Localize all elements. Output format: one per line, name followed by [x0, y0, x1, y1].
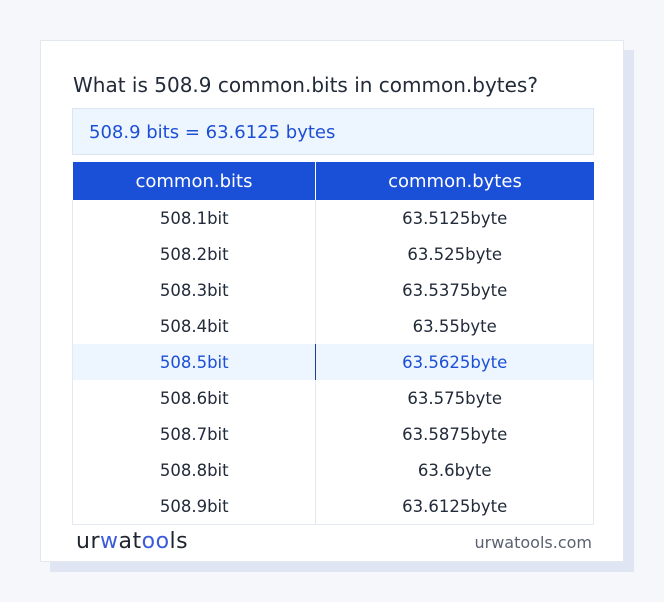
bits-cell: 508.4bit: [71, 308, 317, 344]
table-row: 508.2bit 63.525byte: [71, 236, 594, 272]
site-link[interactable]: urwatools.com: [474, 533, 593, 552]
bits-cell: 508.6bit: [71, 380, 317, 416]
table-row: 508.4bit 63.55byte: [71, 308, 594, 344]
bytes-cell: 63.5625byte: [315, 344, 594, 380]
bits-cell: 508.3bit: [71, 272, 317, 308]
bytes-cell: 63.5125byte: [315, 200, 594, 236]
bytes-cell: 63.575byte: [315, 380, 594, 416]
bits-cell: 508.7bit: [71, 416, 317, 452]
urwatools-logo[interactable]: urwatools: [76, 529, 189, 554]
table-row: 508.7bit 63.5875byte: [71, 416, 594, 452]
table-row: 508.1bit 63.5125byte: [71, 200, 594, 236]
bytes-cell: 63.5375byte: [315, 272, 594, 308]
bytes-cell: 63.6byte: [315, 452, 594, 488]
bits-cell: 508.9bit: [71, 488, 317, 525]
bits-cell: 508.1bit: [71, 200, 317, 236]
bits-cell: 508.5bit: [71, 344, 317, 380]
bits-cell: 508.8bit: [71, 452, 317, 488]
table-row: 508.6bit 63.575byte: [71, 380, 594, 416]
converter-card: What is 508.9 common.bits in common.byte…: [40, 40, 624, 562]
bytes-cell: 63.6125byte: [315, 488, 594, 525]
table-row: 508.8bit 63.6byte: [71, 452, 594, 488]
bytes-cell: 63.55byte: [315, 308, 594, 344]
conversion-table: common.bits common.bytes 508.1bit 63.5125…: [71, 162, 594, 525]
table-row: 508.5bit 63.5625byte: [71, 344, 594, 380]
bytes-cell: 63.525byte: [315, 236, 594, 272]
table-row: 508.9bit 63.6125byte: [71, 488, 594, 525]
table-row: 508.3bit 63.5375byte: [71, 272, 594, 308]
result-box: 508.9 bits = 63.6125 bytes: [72, 108, 594, 155]
bytes-cell: 63.5875byte: [315, 416, 594, 452]
column-header: common.bits: [72, 162, 317, 200]
bits-cell: 508.2bit: [71, 236, 317, 272]
page-title: What is 508.9 common.bits in common.byte…: [73, 73, 538, 97]
column-header: common.bytes: [315, 162, 594, 200]
